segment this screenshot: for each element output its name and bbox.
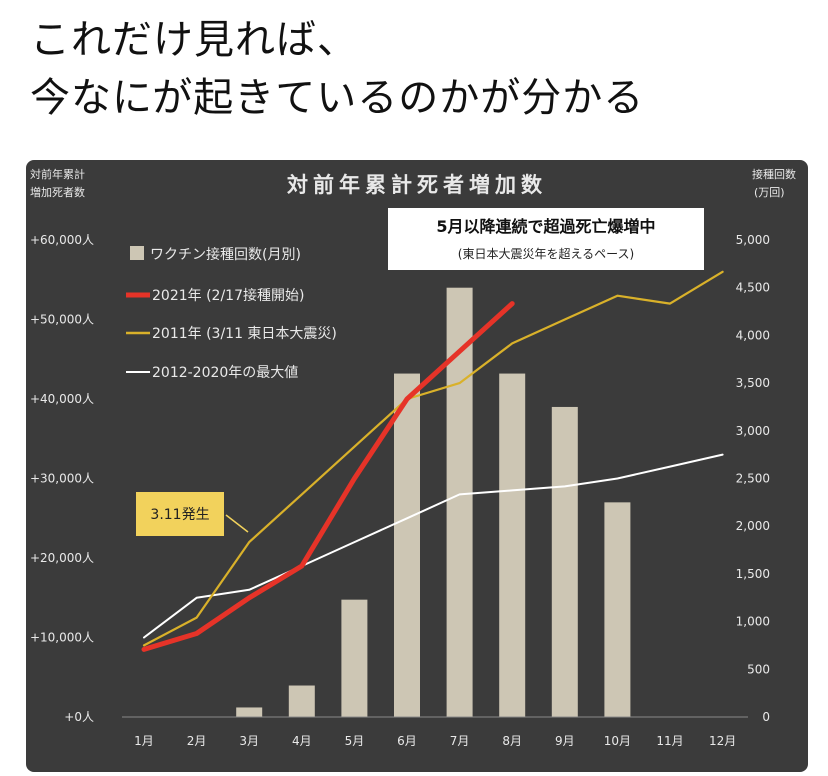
y-right-tick-label: 0 [762,710,770,724]
x-tick-label: 9月 [555,734,575,748]
y-right-tick-label: 500 [747,662,770,676]
x-tick-label: 3月 [239,734,259,748]
line-2021 [141,301,515,652]
y-left-title-line2: 増加死者数 [30,186,85,199]
x-tick-label: 8月 [502,734,522,748]
headline-line-2: 今なにが起きているのかが分かる [30,75,645,121]
x-tick-label: 2月 [187,734,207,748]
vaccination-bar [288,685,315,717]
y-left-tick-label: +50,000人 [30,313,94,327]
y-right-tick-label: 5,000 [736,233,770,247]
y-right-tick-label: 1,500 [736,567,770,581]
y-left-tick-label: +60,000人 [30,233,94,247]
x-tick-label: 12月 [709,734,736,748]
y-right-tick-label: 2,500 [736,472,770,486]
y-right-title-line1: 接種回数 [752,167,796,181]
vaccination-bar [499,373,526,717]
x-tick-label: 6月 [397,734,417,748]
event-label: 3.11発生 [150,507,209,523]
chart-panel: 対前年累計 増加死者数 接種回数 (万回) 対前年累計死者増加数 +0人 +10,… [26,160,808,772]
y-left-tick-label: +40,000人 [30,392,94,406]
callout-main-text: 5月以降連続で超過死亡爆増中 [436,217,655,236]
max-2012-2020-line [143,453,724,639]
event-annotation: 3.11発生 [136,492,249,536]
legend-label-2011: 2011年 (3/11 東日本大震災) [152,326,337,342]
y-right-tick-label: 4,000 [736,328,770,342]
y-right-tick-label: 3,000 [736,424,770,438]
callout-main: 5月以降連続で超過死亡爆増中 (東日本大震災年を超えるペース) [388,208,704,270]
chart-title: 対前年累計死者増加数 [287,173,547,197]
y-right-tick-label: 3,500 [736,376,770,390]
legend-label-max: 2012-2020年の最大値 [152,365,298,381]
x-tick-label: 4月 [292,734,312,748]
event-box [136,492,224,536]
y-left-tick-label: +0人 [64,710,94,724]
vaccination-bar [236,707,263,717]
callout-box [388,208,704,270]
y-left-tick-label: +30,000人 [30,472,94,486]
vaccination-bar [341,599,368,717]
x-tick-label: 1月 [134,734,154,748]
x-tick-label: 10月 [604,734,631,748]
y-right-tick-label: 4,500 [736,281,770,295]
y-right-tick-label: 2,000 [736,519,770,533]
legend-label-2021: 2021年 (2/17接種開始) [152,287,304,304]
legend: ワクチン接種回数(月別) 2021年 (2/17接種開始) 2011年 (3/1… [126,246,337,381]
x-tick-label: 5月 [345,734,365,748]
line-2011 [142,270,724,647]
callout-sub-text: (東日本大震災年を超えるペース) [458,246,634,261]
legend-label-bars: ワクチン接種回数(月別) [150,246,301,263]
y-right-tick-label: 1,000 [736,615,770,629]
y-left-tick-label: +20,000人 [30,551,94,565]
vaccination-bar [604,502,631,717]
y-left-tick-label: +10,000人 [30,631,94,645]
event-pointer [225,514,249,533]
vaccination-bar [551,406,578,717]
x-tick-label: 7月 [450,734,470,748]
vaccination-bar [394,373,420,717]
legend-swatch-bars [130,246,144,260]
y-left-title-line1: 対前年累計 [30,167,85,181]
headline-line-1: これだけ見れば、 [30,17,358,63]
chart-svg: 対前年累計 増加死者数 接種回数 (万回) 対前年累計死者増加数 +0人 +10,… [30,167,796,748]
y-right-title-line2: (万回) [754,186,785,199]
x-tick-label: 11月 [656,734,683,748]
